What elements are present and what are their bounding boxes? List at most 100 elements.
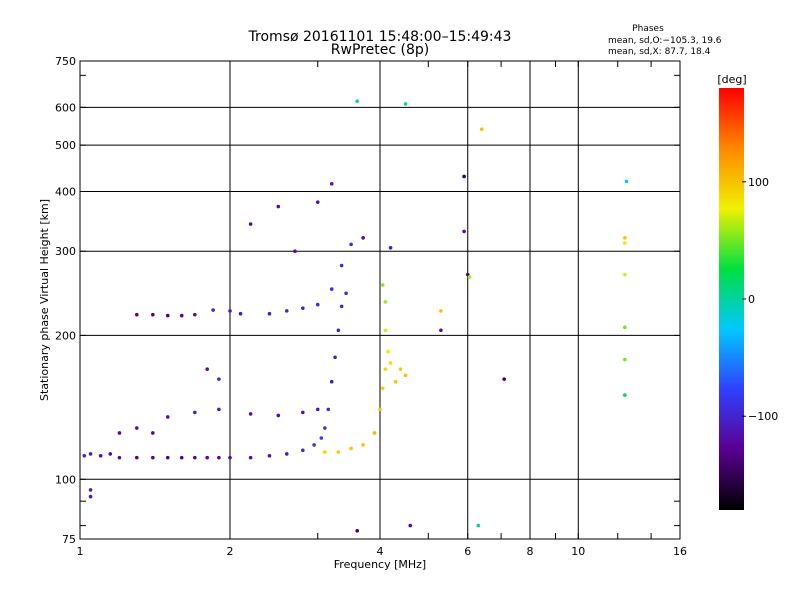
chart-title: Tromsø 20161101 15:48:00–15:49:43	[248, 29, 512, 45]
data-point	[403, 102, 408, 106]
data-point	[179, 455, 184, 460]
gridlines	[80, 61, 680, 539]
colorbar-label: [deg]	[717, 73, 746, 86]
x-tick-label: 6	[464, 545, 471, 558]
x-tick-label: 16	[673, 545, 687, 558]
data-point	[228, 309, 232, 313]
data-point	[88, 488, 93, 492]
data-point	[165, 313, 170, 318]
data-point	[361, 443, 365, 447]
data-point	[315, 302, 320, 307]
legend-heading: Phases	[632, 24, 664, 34]
data-point	[502, 377, 506, 381]
data-point	[193, 410, 197, 415]
x-tick-label: 10	[571, 545, 585, 558]
data-point	[217, 377, 221, 381]
data-point	[329, 287, 334, 291]
data-point	[117, 455, 122, 460]
data-point	[193, 455, 197, 460]
data-point	[276, 204, 281, 209]
data-point	[211, 308, 215, 312]
data-point	[134, 426, 139, 430]
data-point	[217, 407, 221, 412]
legend-line-o: mean, sd,O:−105.3, 19.6	[608, 36, 722, 46]
y-tick-label: 100	[55, 473, 76, 486]
colorbar-ticks	[742, 181, 746, 417]
data-point	[108, 452, 113, 456]
data-point	[623, 393, 627, 397]
data-point	[333, 355, 337, 360]
data-point	[88, 494, 93, 499]
x-tick-label: 8	[527, 545, 534, 558]
data-point	[248, 455, 253, 460]
data-point	[388, 361, 393, 365]
data-point	[624, 179, 629, 184]
data-point	[329, 182, 334, 186]
data-point	[205, 455, 209, 460]
data-point	[301, 410, 305, 415]
data-point	[339, 304, 344, 309]
data-point	[336, 450, 341, 454]
data-point	[276, 413, 281, 418]
x-tick-label: 4	[377, 545, 384, 558]
x-tick-labels: 1 2 4 6 8 10 16	[77, 545, 688, 558]
data-point	[403, 373, 408, 378]
data-point	[293, 249, 297, 254]
x-axis-label: Frequency [MHz]	[334, 558, 426, 571]
colorbar: [deg] 100 0 −100	[717, 73, 778, 510]
data-point	[228, 455, 232, 460]
y-tick-label: 200	[55, 329, 76, 342]
data-point	[344, 291, 348, 296]
data-point	[248, 222, 253, 226]
data-point	[378, 407, 382, 412]
y-tick-label: 500	[55, 139, 76, 152]
data-point	[349, 446, 353, 451]
colorbar-tick-label: −100	[748, 410, 778, 423]
data-point	[98, 453, 103, 458]
data-point	[151, 431, 155, 435]
chart-subtitle: RwPretec (8p)	[331, 42, 429, 58]
data-point	[205, 367, 209, 371]
data-point	[151, 312, 155, 317]
y-axis-label: Stationary phase Virtual Height [km]	[38, 199, 51, 401]
data-point	[217, 455, 221, 460]
data-point	[82, 453, 87, 458]
data-point	[623, 236, 627, 240]
data-point	[479, 127, 484, 131]
data-point	[393, 379, 398, 384]
data-point	[134, 312, 139, 317]
data-point	[248, 412, 253, 416]
data-point	[386, 349, 390, 354]
y-tick-label: 600	[55, 101, 76, 114]
data-point	[476, 523, 481, 528]
data-point	[383, 367, 388, 371]
data-point	[323, 450, 327, 454]
data-point	[267, 311, 272, 316]
data-point	[319, 436, 324, 440]
data-point	[467, 275, 472, 279]
data-point	[388, 245, 393, 250]
y-tick-label: 400	[55, 185, 76, 198]
data-point	[623, 357, 627, 362]
y-tick-label: 75	[62, 533, 76, 546]
data-point	[462, 229, 466, 234]
data-point	[383, 328, 388, 333]
data-point	[179, 313, 184, 318]
data-point	[284, 452, 289, 456]
colorbar-tick-label: 0	[748, 293, 755, 306]
data-point	[323, 426, 327, 430]
colorbar-tick-label: 100	[748, 176, 769, 189]
data-point	[408, 523, 413, 528]
data-point	[349, 242, 353, 247]
x-tick-label: 1	[77, 545, 84, 558]
data-point	[398, 367, 403, 371]
data-point	[380, 283, 385, 287]
data-point	[165, 455, 170, 460]
data-point	[439, 309, 443, 313]
data-point	[193, 312, 197, 317]
data-point	[312, 443, 316, 447]
data-point	[284, 309, 289, 313]
data-point	[623, 325, 627, 330]
y-tick-labels: 750 600 500 400 300 200 100 75	[55, 55, 76, 546]
data-point	[623, 272, 627, 277]
